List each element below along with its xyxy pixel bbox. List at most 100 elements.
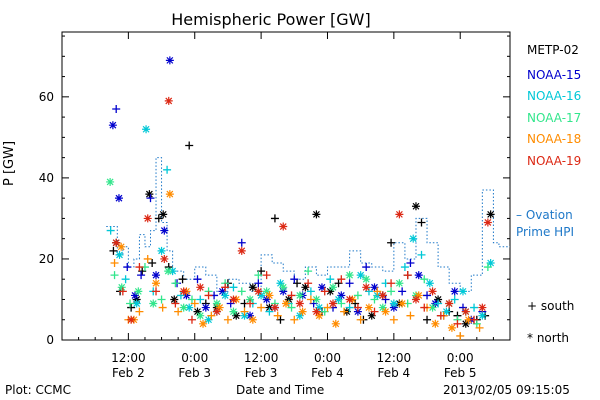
data-point-north xyxy=(428,287,437,296)
data-point-north xyxy=(199,319,208,328)
data-point-south xyxy=(246,299,255,308)
data-point-north xyxy=(464,315,473,324)
data-point-south xyxy=(171,299,180,308)
data-point-south xyxy=(351,299,360,308)
data-point-north xyxy=(212,299,221,308)
data-point-south xyxy=(387,279,396,288)
data-point-south xyxy=(420,303,429,312)
data-point-south xyxy=(273,311,282,320)
data-point-north xyxy=(131,291,140,300)
data-point-south xyxy=(398,287,407,296)
data-point-north xyxy=(345,295,354,304)
data-point-north xyxy=(246,295,255,304)
data-point-south xyxy=(270,214,279,223)
series-noaa-16 xyxy=(106,125,495,324)
data-point-north xyxy=(362,275,371,284)
data-point-north xyxy=(196,283,205,292)
data-point-north xyxy=(193,307,202,316)
data-point-north xyxy=(248,283,257,292)
x-tick-label-date: Feb 4 xyxy=(311,366,344,380)
data-point-south xyxy=(148,259,157,267)
y-tick-label: 20 xyxy=(39,252,54,266)
data-point-north xyxy=(265,303,274,312)
data-point-north xyxy=(486,259,495,267)
data-point-north xyxy=(237,246,246,255)
data-point-north xyxy=(279,287,288,296)
data-point-north xyxy=(170,295,179,304)
data-point-south xyxy=(323,303,332,312)
data-point-south xyxy=(137,271,146,280)
data-point-north xyxy=(196,311,205,320)
data-point-north xyxy=(353,307,362,316)
data-point-south xyxy=(126,299,135,308)
data-point-south xyxy=(434,299,443,308)
data-point-south xyxy=(178,275,187,284)
data-point-south xyxy=(334,279,343,288)
data-point-north xyxy=(262,295,271,304)
data-point-north xyxy=(218,287,227,296)
data-point-north xyxy=(204,315,213,324)
data-point-north xyxy=(312,295,321,304)
data-point-south xyxy=(309,299,318,308)
data-point-south xyxy=(106,226,115,235)
data-point-south xyxy=(403,271,412,280)
data-point-north xyxy=(168,267,177,276)
x-tick-label-date: Feb 2 xyxy=(112,366,145,380)
data-point-north xyxy=(229,307,238,316)
chart-title: Hemispheric Power [GW] xyxy=(171,10,371,29)
data-point-south xyxy=(353,303,362,312)
data-point-south xyxy=(207,311,216,320)
data-point-north xyxy=(378,291,387,300)
data-point-south xyxy=(306,287,315,296)
x-tick-label-date: Feb 5 xyxy=(444,366,477,380)
data-point-north xyxy=(254,287,263,296)
data-point-south xyxy=(420,275,429,284)
data-point-north xyxy=(381,307,390,316)
data-point-north xyxy=(270,303,279,312)
data-point-south xyxy=(112,105,121,113)
data-point-north xyxy=(378,303,387,312)
data-point-south xyxy=(262,271,271,280)
data-point-north xyxy=(431,319,440,328)
marker-label-north: north xyxy=(536,331,570,345)
data-point-north xyxy=(164,267,173,276)
data-point-north xyxy=(221,291,230,300)
data-point-north xyxy=(414,291,423,300)
data-point-north xyxy=(458,287,467,296)
data-point-north xyxy=(331,319,340,328)
marker-symbol-south: + xyxy=(527,299,538,313)
data-point-south xyxy=(320,287,329,296)
data-point-south xyxy=(340,307,349,316)
data-point-north xyxy=(295,311,304,320)
data-point-south xyxy=(436,311,445,320)
data-point-south xyxy=(127,303,136,312)
data-point-north xyxy=(117,242,126,251)
data-point-south xyxy=(387,238,396,247)
footer-timestamp: 2013/02/05 09:15:05 xyxy=(443,383,570,397)
data-point-south xyxy=(121,275,130,284)
data-point-north xyxy=(334,295,343,304)
data-point-north xyxy=(317,283,326,292)
data-point-north xyxy=(345,271,354,280)
data-point-north xyxy=(450,287,459,296)
data-point-south xyxy=(304,279,313,288)
data-point-south xyxy=(450,295,459,304)
data-point-south xyxy=(143,254,152,263)
data-point-north xyxy=(295,299,304,308)
series-noaa-19 xyxy=(112,96,492,328)
data-point-north xyxy=(246,311,255,320)
data-point-north xyxy=(395,210,404,219)
data-point-south xyxy=(193,275,202,284)
data-point-north xyxy=(248,315,257,324)
data-point-south xyxy=(290,275,299,284)
x-axis-label: Date and Time xyxy=(236,383,325,397)
data-point-north xyxy=(165,190,174,199)
data-point-north xyxy=(389,303,398,312)
data-point-south xyxy=(163,165,172,174)
y-tick-label: 40 xyxy=(39,171,54,185)
data-point-south xyxy=(287,303,296,312)
data-point-south xyxy=(138,267,147,276)
data-point-south xyxy=(406,259,415,267)
data-point-north xyxy=(185,303,194,312)
data-point-north xyxy=(356,271,365,280)
